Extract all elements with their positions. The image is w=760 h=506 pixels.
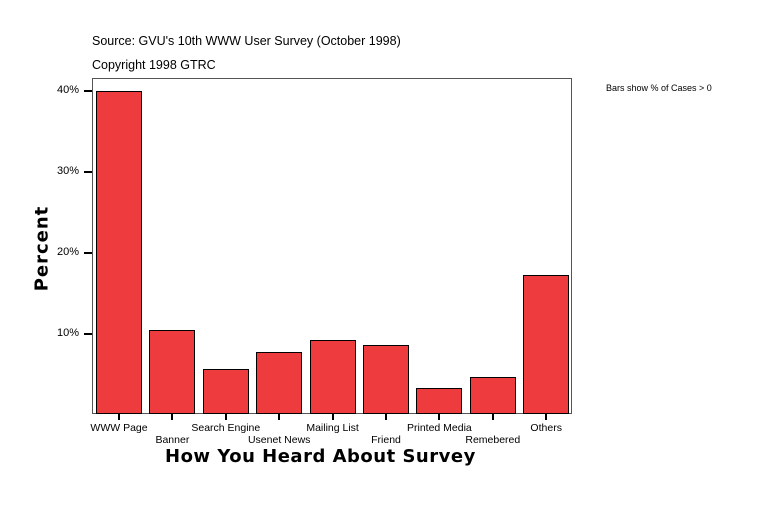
x-tick-label: Friend — [371, 434, 401, 446]
y-tick — [84, 90, 92, 92]
bar — [149, 329, 196, 414]
x-tick-label: Banner — [155, 434, 190, 446]
x-axis-title: How You Heard About Survey — [165, 446, 476, 467]
bar — [363, 344, 409, 414]
x-tick — [171, 414, 174, 420]
x-tick — [491, 414, 494, 420]
x-tick — [385, 414, 387, 420]
y-tick-label: 40% — [56, 84, 79, 96]
y-tick — [84, 171, 92, 173]
chart-annotation: Bars show % of Cases > 0 — [606, 83, 712, 93]
x-tick — [224, 414, 227, 420]
x-tick-label: WWW Page — [90, 422, 148, 434]
x-tick-label: Usenet News — [247, 434, 311, 446]
bar — [416, 388, 463, 414]
x-tick-label: Printed Media — [406, 422, 472, 434]
y-tick-label: 20% — [56, 246, 79, 258]
bar — [256, 351, 303, 414]
chart-copyright: Copyright 1998 GTRC — [92, 58, 216, 72]
y-axis-title: Percent — [31, 205, 53, 292]
x-tick-label: Remebered — [465, 434, 521, 446]
bar — [309, 340, 356, 414]
y-tick-label: 10% — [56, 327, 79, 339]
x-tick — [545, 414, 548, 420]
x-tick — [118, 414, 120, 420]
x-tick — [331, 414, 334, 420]
x-tick-label: Mailing List — [306, 422, 359, 434]
bar — [469, 376, 516, 414]
y-tick — [84, 333, 92, 335]
x-tick — [438, 414, 441, 420]
y-tick-label: 30% — [56, 165, 79, 177]
x-tick-label: Others — [530, 422, 562, 434]
bar — [202, 368, 249, 414]
x-tick-label: Search Engine — [191, 422, 261, 434]
bar — [96, 91, 142, 414]
chart-source: Source: GVU's 10th WWW User Survey (Octo… — [92, 34, 401, 48]
bar — [523, 274, 570, 414]
y-tick — [84, 252, 92, 254]
x-tick — [278, 414, 281, 420]
